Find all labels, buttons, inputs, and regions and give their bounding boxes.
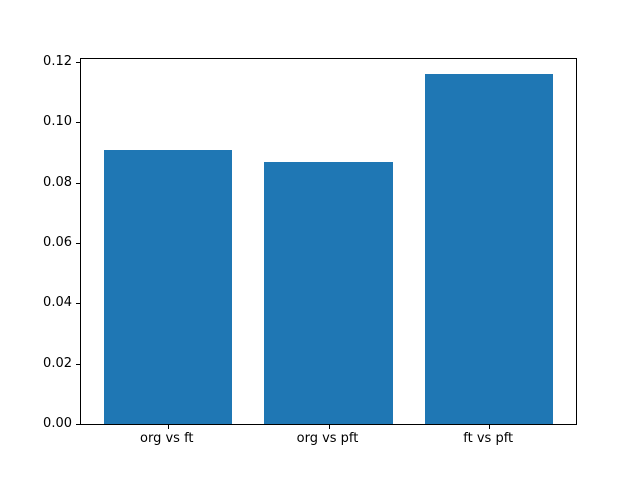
y-tick-mark [76,363,80,365]
y-tick-label: 0.08 [43,174,72,190]
bar-org-vs-pft [264,161,393,424]
x-tick-label: org vs ft [140,431,194,446]
y-tick-mark [76,424,80,425]
y-tick-label: 0.10 [43,114,72,130]
x-tick-mark [489,425,491,429]
y-tick-label: 0.12 [43,54,72,70]
plot-area [76,58,577,429]
y-tick-mark [76,303,80,305]
x-tick-label: org vs pft [296,431,359,446]
x-tick-mark [167,425,169,429]
bar-org-vs-ft [103,149,233,424]
y-tick-mark [76,122,80,124]
y-tick-label: 0.02 [43,355,72,371]
y-tick-label: 0.06 [43,235,72,250]
y-tick-label: 0.04 [43,295,72,311]
y-tick-mark [76,182,80,184]
y-tick-mark [76,62,80,64]
y-tick-label: 0.00 [43,416,72,431]
y-tick-mark [76,243,80,244]
x-tick-label: ft vs pft [463,431,514,446]
bar-ft-vs-pft [424,74,554,424]
x-tick-mark [328,425,330,429]
